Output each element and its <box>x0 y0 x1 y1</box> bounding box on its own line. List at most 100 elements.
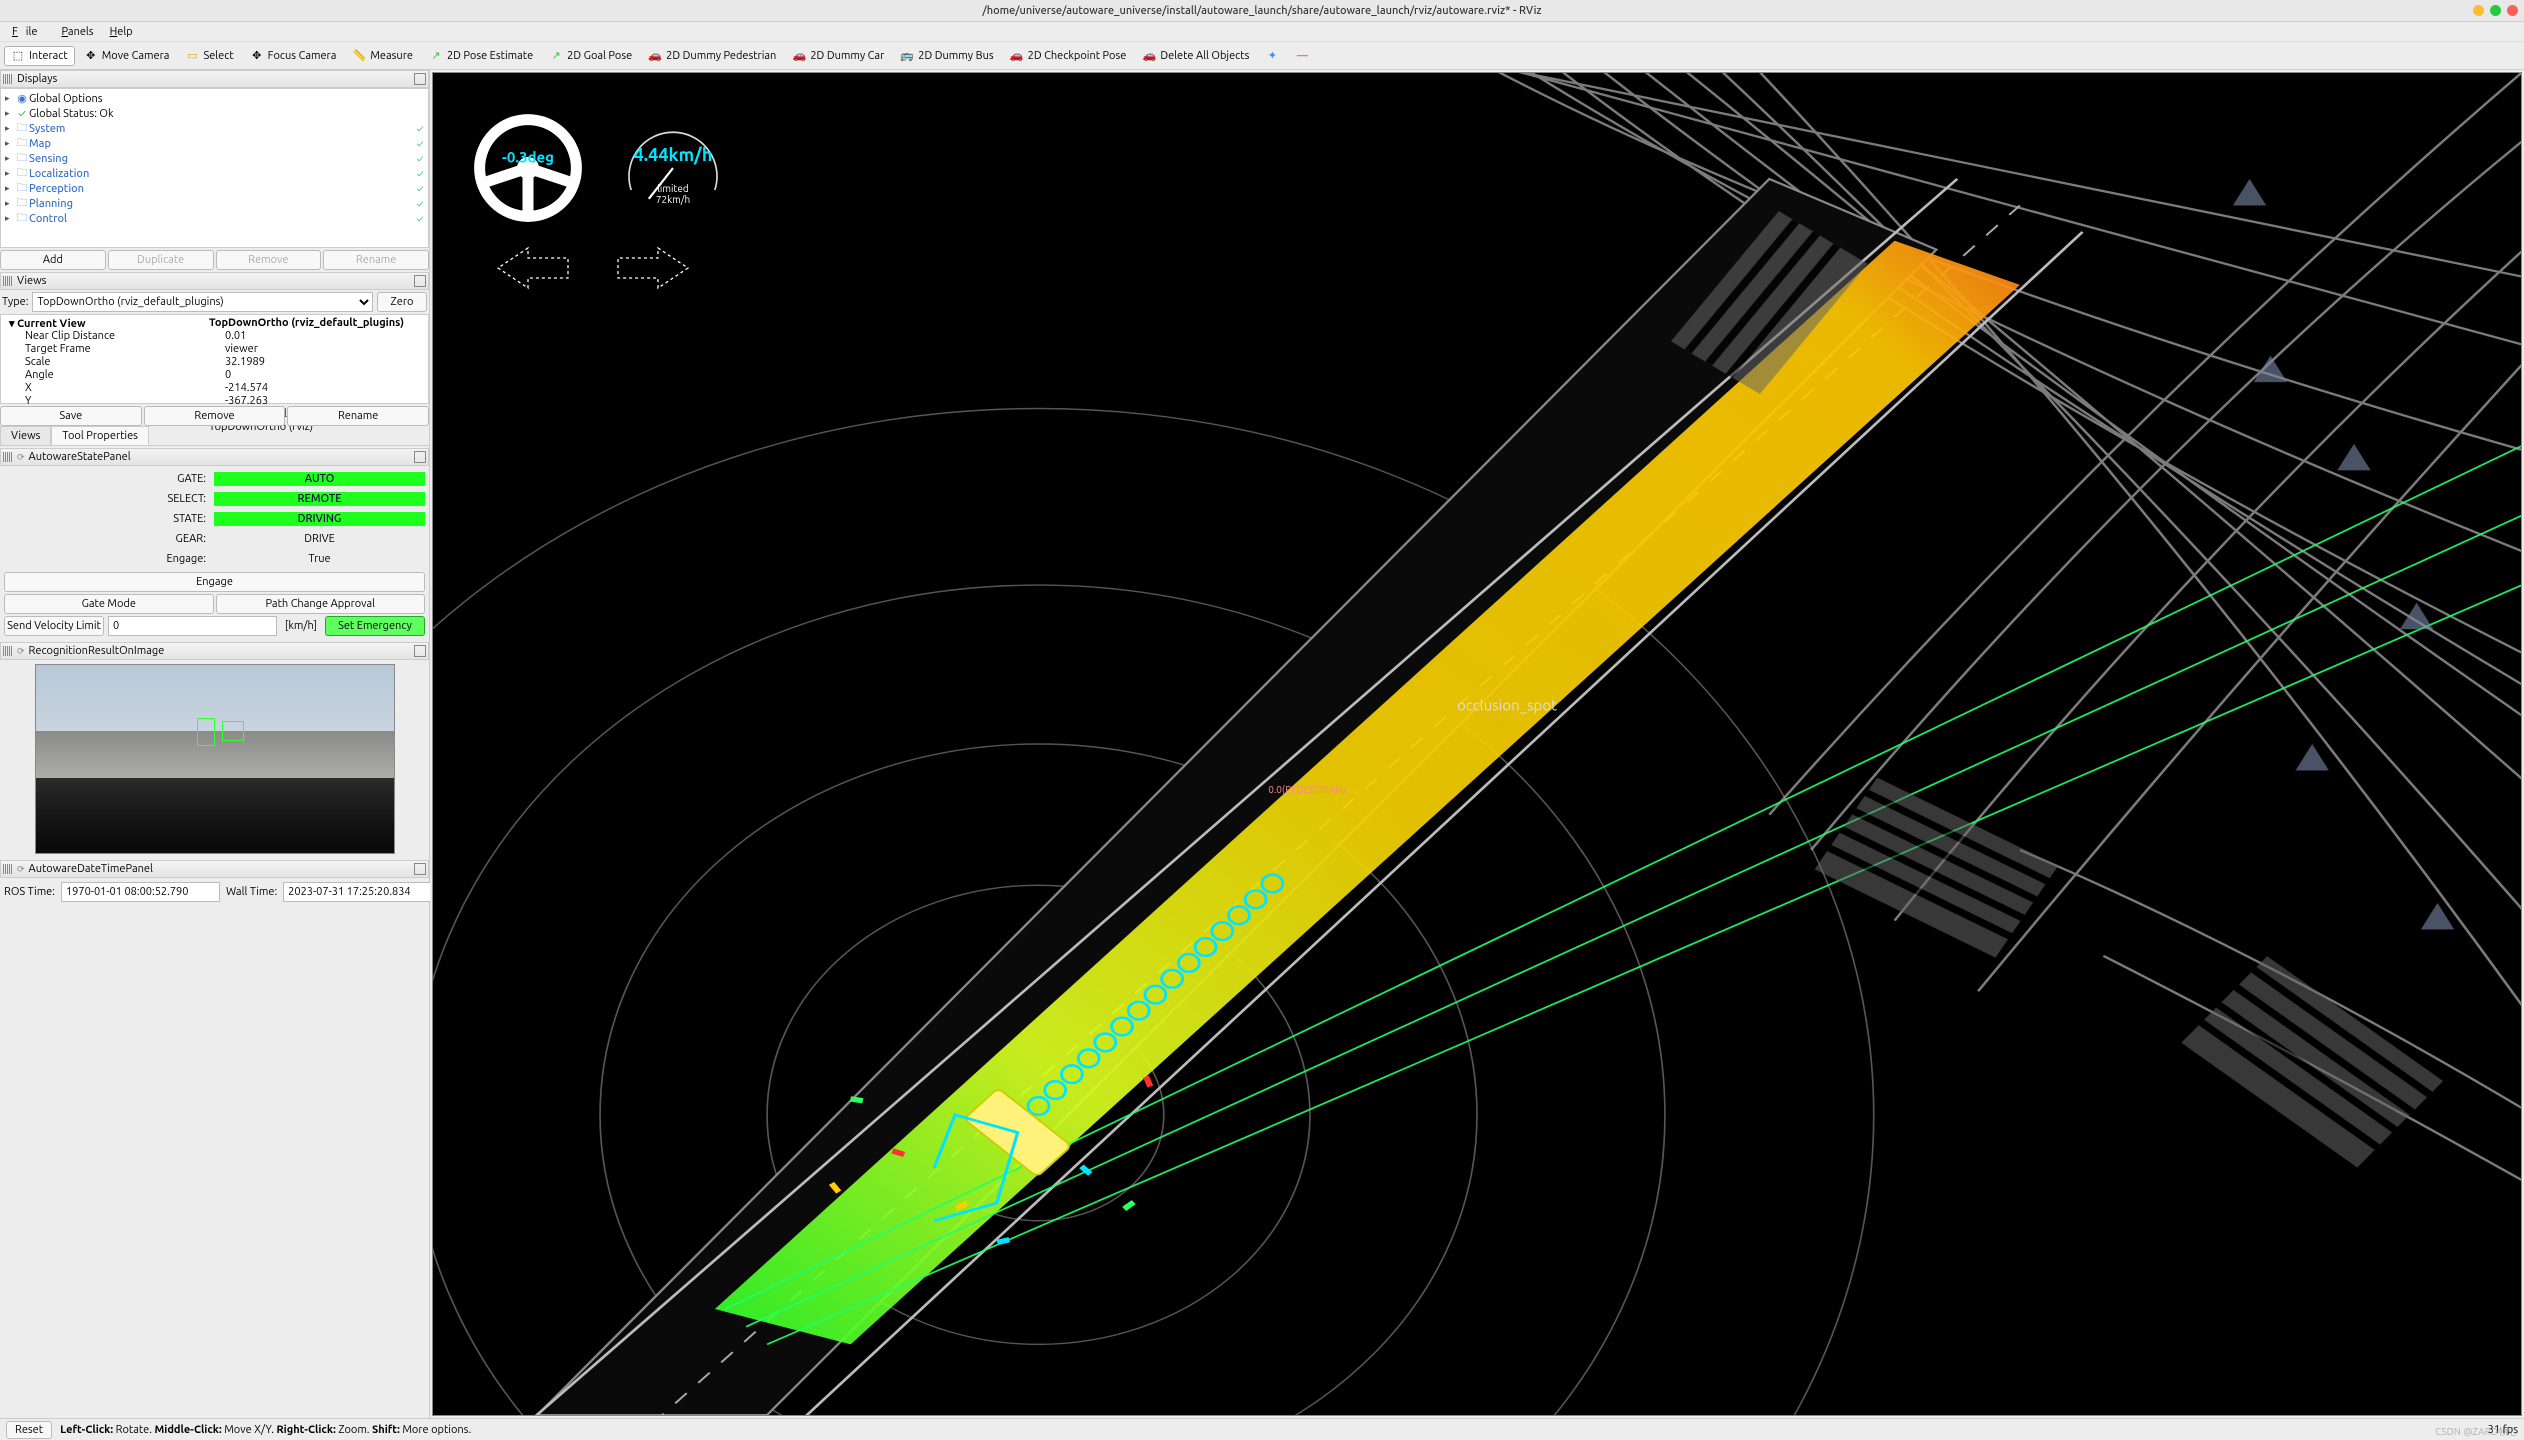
tool-measure[interactable]: 📏Measure <box>345 46 420 66</box>
tree-item-perception[interactable]: ▸🗀Perception✓ <box>1 181 428 196</box>
undock-icon[interactable] <box>414 451 426 463</box>
maximize-icon[interactable] <box>2490 5 2501 16</box>
tree-item-localization[interactable]: ▸🗀Localization✓ <box>1 166 428 181</box>
close-icon[interactable] <box>2507 5 2518 16</box>
tree-item-global-options[interactable]: ▸◉Global Options <box>1 91 428 106</box>
refresh-icon: ⟳ <box>17 452 25 463</box>
titlebar: /home/universe/autoware_universe/install… <box>0 0 2524 22</box>
send-velocity-button[interactable]: Send Velocity Limit <box>4 616 104 636</box>
views-save-button[interactable]: Save <box>0 406 142 426</box>
3d-viewport[interactable]: -0.3deg 4.44km/h limited72km/h <box>432 72 2522 1416</box>
ros-time-input[interactable] <box>61 882 220 902</box>
checkbox-icon[interactable]: ✓ <box>412 168 428 179</box>
views-rename-button[interactable]: Rename <box>287 406 429 426</box>
checkbox-icon[interactable]: ✓ <box>412 213 428 224</box>
checkbox-icon[interactable]: ✓ <box>412 183 428 194</box>
tool-2d-dummy-bus[interactable]: 🚌2D Dummy Bus <box>893 46 1000 66</box>
views-panel-header[interactable]: Views <box>0 272 429 290</box>
tool-select[interactable]: ▭Select <box>178 46 240 66</box>
reset-button[interactable]: Reset <box>6 1421 52 1439</box>
menu-help[interactable]: Help <box>102 24 141 40</box>
recognition-panel-header[interactable]: ⟳ RecognitionResultOnImage <box>0 642 429 660</box>
datetime-panel-header[interactable]: ⟳ AutowareDateTimePanel <box>0 860 429 878</box>
minus-icon: — <box>1295 49 1309 63</box>
select-icon: ▭ <box>185 49 199 63</box>
add-button[interactable]: Add <box>0 250 106 270</box>
grip-icon <box>3 276 13 286</box>
tool-move-camera[interactable]: ✥Move Camera <box>77 46 177 66</box>
duplicate-button[interactable]: Duplicate <box>108 250 214 270</box>
refresh-icon: ⟳ <box>17 864 25 875</box>
check-icon: ✓ <box>15 108 29 120</box>
window-title: /home/universe/autoware_universe/install… <box>982 5 1541 17</box>
undock-icon[interactable] <box>414 645 426 657</box>
tree-item-planning[interactable]: ▸🗀Planning✓ <box>1 196 428 211</box>
undock-icon[interactable] <box>414 275 426 287</box>
checkbox-icon[interactable]: ✓ <box>412 123 428 134</box>
remove-button[interactable]: Remove <box>216 250 322 270</box>
tool-2d-dummy-pedestrian[interactable]: 🚗2D Dummy Pedestrian <box>641 46 783 66</box>
view-type-select[interactable]: TopDownOrtho (rviz_default_plugins) <box>32 292 373 312</box>
focus-icon: ✥ <box>250 49 264 63</box>
scene-svg <box>433 73 2521 1415</box>
plus-icon: ✦ <box>1265 49 1279 63</box>
gate-mode-button[interactable]: Gate Mode <box>4 594 214 614</box>
views-tree[interactable]: ▾ Current ViewTopDownOrtho (rviz_default… <box>0 314 429 404</box>
car-icon: 🚗 <box>1010 49 1024 63</box>
folder-icon: 🗀 <box>15 209 29 228</box>
gear-value: DRIVE <box>214 532 425 546</box>
menu-panels[interactable]: Panels <box>53 24 101 40</box>
tree-item-sensing[interactable]: ▸🗀Sensing✓ <box>1 151 428 166</box>
tree-item-system[interactable]: ▸🗀System✓ <box>1 121 428 136</box>
arrow-icon: ↗ <box>549 49 563 63</box>
tool-plus[interactable]: ✦ <box>1258 46 1286 66</box>
tool-focus-camera[interactable]: ✥Focus Camera <box>243 46 344 66</box>
checkbox-icon[interactable]: ✓ <box>412 153 428 164</box>
tree-item-global-status[interactable]: ▸✓Global Status: Ok <box>1 106 428 121</box>
views-current[interactable]: ▾ Current ViewTopDownOrtho (rviz_default… <box>1 317 428 330</box>
set-emergency-button[interactable]: Set Emergency <box>325 616 425 636</box>
grip-icon <box>3 452 13 462</box>
toolbar: ⬚Interact ✥Move Camera ▭Select ✥Focus Ca… <box>0 42 2524 70</box>
tree-item-control[interactable]: ▸🗀Control✓ <box>1 211 428 226</box>
tab-views[interactable]: Views <box>0 426 51 445</box>
refresh-icon: ⟳ <box>17 646 25 657</box>
views-remove-button[interactable]: Remove <box>144 406 286 426</box>
wall-time-input[interactable] <box>283 882 442 902</box>
tree-item-map[interactable]: ▸🗀Map✓ <box>1 136 428 151</box>
car-icon: 🚗 <box>648 49 662 63</box>
state-panel-header[interactable]: ⟳ AutowareStatePanel <box>0 448 429 466</box>
undock-icon[interactable] <box>414 863 426 875</box>
car-icon: 🚗 <box>1142 49 1156 63</box>
select-value: REMOTE <box>214 492 425 506</box>
tool-2d-goal-pose[interactable]: ↗2D Goal Pose <box>542 46 639 66</box>
checkbox-icon[interactable]: ✓ <box>412 198 428 209</box>
minimize-icon[interactable] <box>2473 5 2484 16</box>
grip-icon <box>3 74 13 84</box>
ruler-icon: 📏 <box>352 49 366 63</box>
path-approval-button[interactable]: Path Change Approval <box>216 594 426 614</box>
tool-delete-all[interactable]: 🚗Delete All Objects <box>1135 46 1256 66</box>
tool-2d-dummy-car[interactable]: 🚗2D Dummy Car <box>785 46 891 66</box>
bbox <box>222 721 244 741</box>
state-value: DRIVING <box>214 512 425 526</box>
engage-value: True <box>214 552 425 566</box>
displays-panel-header[interactable]: Displays <box>0 70 429 88</box>
zero-button[interactable]: Zero <box>377 292 427 312</box>
velocity-input[interactable] <box>108 616 277 636</box>
type-label: Type: <box>2 296 28 308</box>
rename-button[interactable]: Rename <box>323 250 429 270</box>
grip-icon <box>3 864 13 874</box>
tool-interact[interactable]: ⬚Interact <box>4 46 75 66</box>
tool-minus[interactable]: — <box>1288 46 1316 66</box>
tool-2d-checkpoint-pose[interactable]: 🚗2D Checkpoint Pose <box>1003 46 1134 66</box>
engage-button[interactable]: Engage <box>4 572 425 592</box>
car-icon: 🚌 <box>900 49 914 63</box>
undock-icon[interactable] <box>414 73 426 85</box>
arrow-icon: ↗ <box>429 49 443 63</box>
checkbox-icon[interactable]: ✓ <box>412 138 428 149</box>
tab-tool-properties[interactable]: Tool Properties <box>51 426 149 445</box>
displays-tree[interactable]: ▸◉Global Options ▸✓Global Status: Ok ▸🗀S… <box>0 88 429 248</box>
tool-2d-pose-estimate[interactable]: ↗2D Pose Estimate <box>422 46 540 66</box>
menu-file[interactable]: File <box>4 24 53 40</box>
